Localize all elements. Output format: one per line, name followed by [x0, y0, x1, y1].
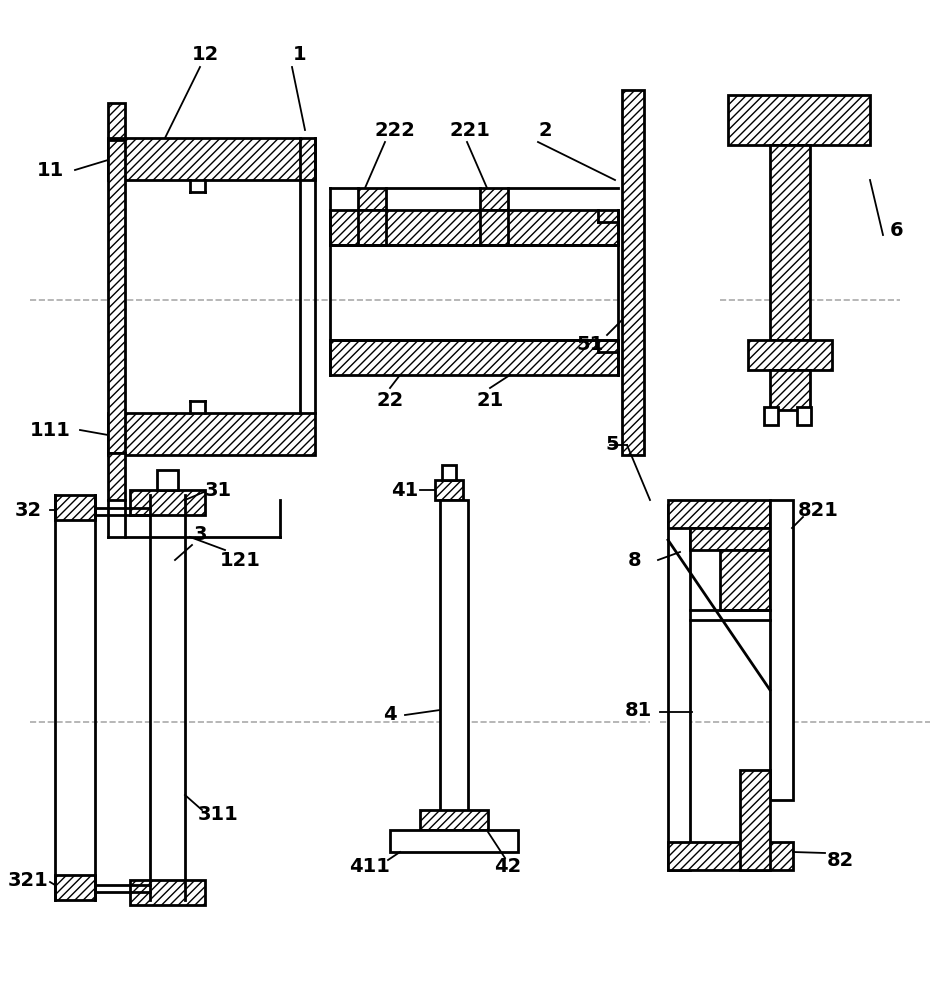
Bar	[358, 188, 386, 210]
Bar	[108, 413, 315, 455]
Text: 3: 3	[193, 526, 207, 544]
Text: 41: 41	[391, 481, 419, 499]
Text: 321: 321	[7, 870, 49, 890]
Bar	[690, 528, 770, 550]
Text: 4: 4	[383, 706, 397, 724]
Bar	[420, 810, 488, 830]
Bar	[668, 842, 793, 870]
Text: 411: 411	[350, 857, 390, 876]
Text: 22: 22	[376, 390, 404, 410]
Text: 21: 21	[477, 390, 504, 410]
Text: 111: 111	[30, 420, 70, 440]
Bar	[55, 495, 95, 520]
Bar	[770, 500, 793, 800]
Text: 31: 31	[204, 481, 231, 499]
Bar	[797, 407, 811, 425]
Text: 12: 12	[191, 45, 218, 64]
Bar	[390, 830, 518, 852]
Text: 32: 32	[14, 500, 42, 520]
Bar	[770, 370, 810, 410]
Text: 1: 1	[293, 45, 307, 64]
Text: 5: 5	[606, 436, 619, 454]
Bar	[330, 340, 618, 375]
Bar	[748, 340, 832, 370]
Bar	[435, 480, 463, 500]
Bar	[668, 500, 770, 528]
Text: 222: 222	[374, 120, 415, 139]
Bar	[740, 770, 770, 870]
Bar	[157, 470, 178, 490]
Bar	[480, 188, 508, 210]
Text: 11: 11	[36, 160, 63, 180]
Bar	[442, 465, 456, 480]
Text: 82: 82	[827, 850, 854, 869]
Text: 2: 2	[538, 120, 551, 139]
Bar	[108, 103, 125, 138]
Bar	[108, 140, 125, 453]
Bar	[728, 95, 870, 145]
Text: 81: 81	[624, 700, 651, 720]
Bar	[130, 880, 205, 905]
Text: 8: 8	[628, 550, 642, 570]
Bar	[668, 505, 690, 870]
Text: 311: 311	[198, 806, 238, 824]
Bar	[330, 210, 618, 245]
Bar	[108, 453, 125, 500]
Text: 221: 221	[450, 120, 491, 139]
Bar	[440, 500, 468, 815]
Text: 6: 6	[890, 221, 904, 239]
Bar	[108, 138, 315, 180]
Bar	[130, 490, 205, 515]
Bar	[720, 550, 770, 610]
Text: 51: 51	[577, 336, 604, 355]
Bar	[770, 145, 810, 340]
Bar	[622, 90, 644, 455]
Text: 821: 821	[798, 500, 839, 520]
Bar	[764, 407, 778, 425]
Text: 121: 121	[219, 550, 260, 570]
Bar	[55, 875, 95, 900]
Text: 42: 42	[494, 857, 522, 876]
